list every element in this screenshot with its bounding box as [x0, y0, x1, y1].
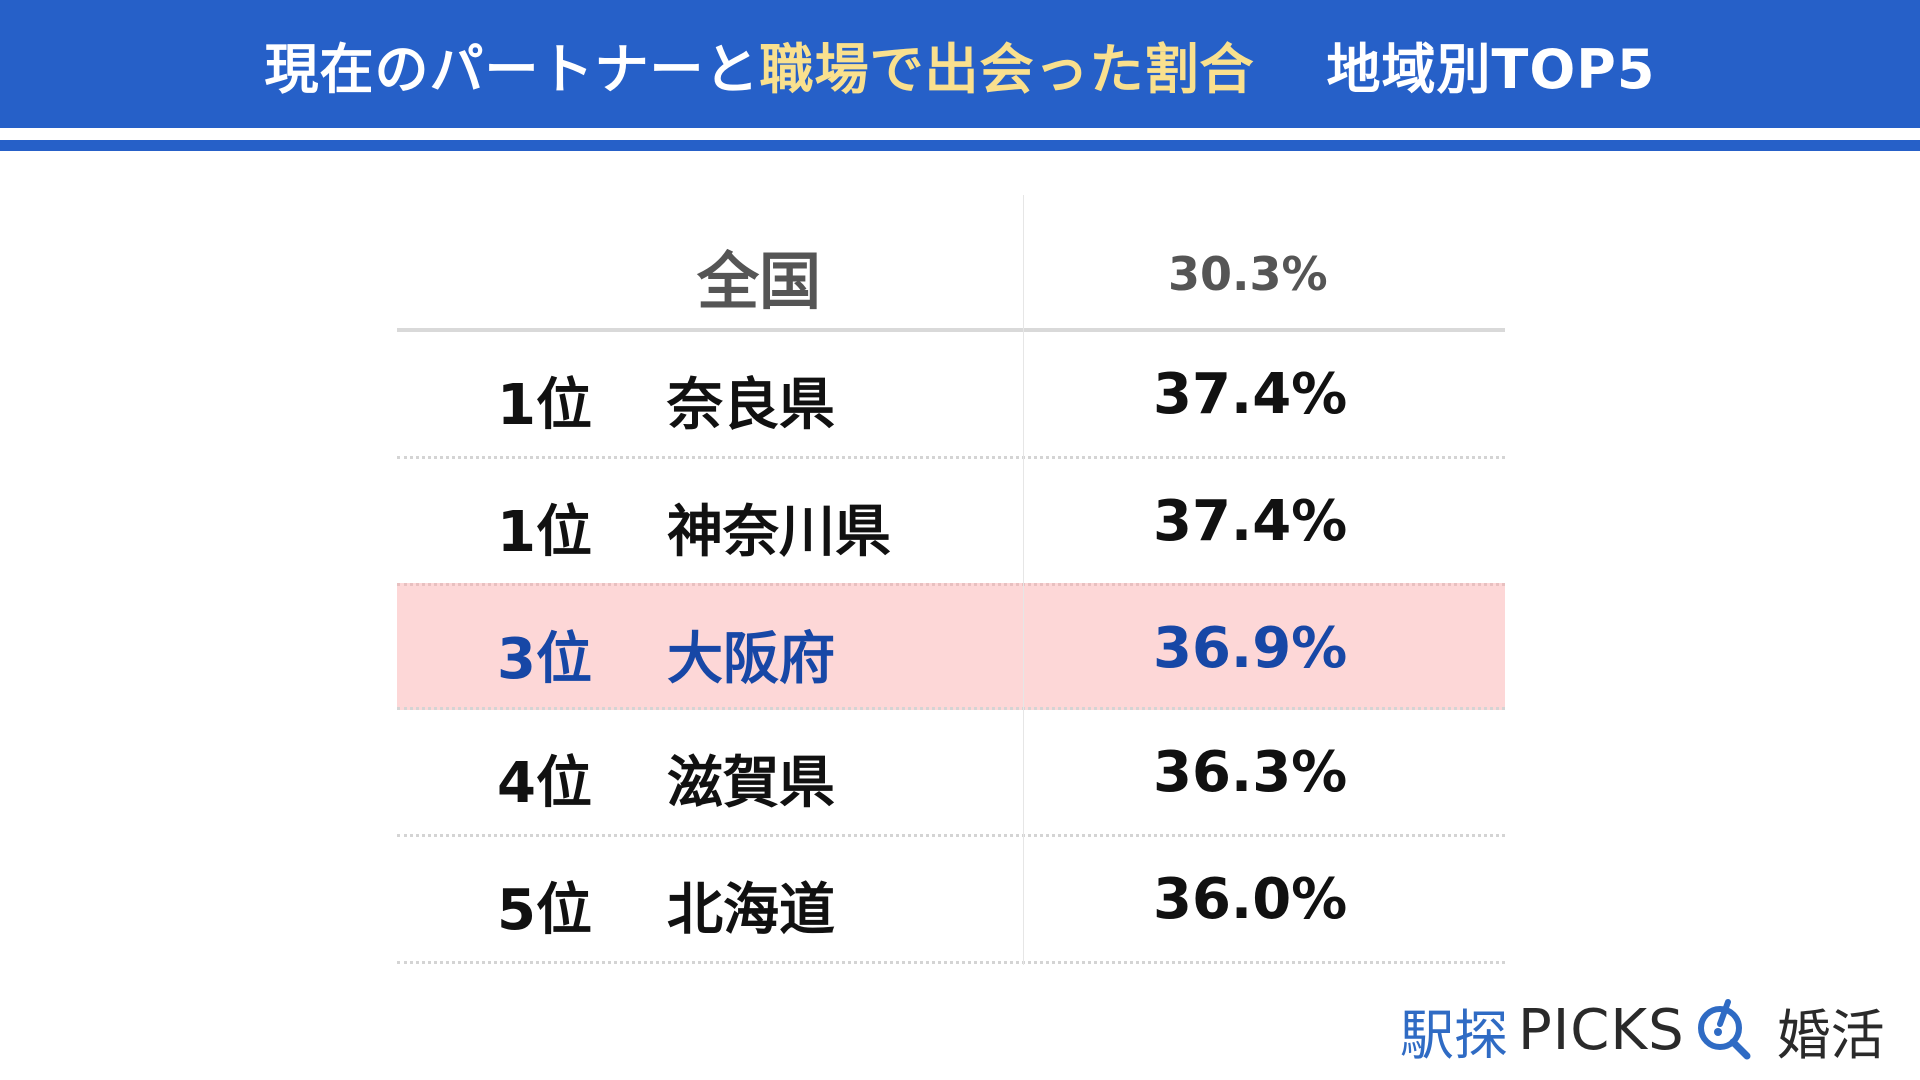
table-row: 1位 奈良県 37.4% [397, 332, 1505, 459]
title-part1: 現在のパートナーと [264, 37, 760, 101]
table-row: 1位 神奈川県 37.4% [397, 459, 1505, 586]
table-row: 4位 滋賀県 36.3% [397, 710, 1505, 837]
brand-jp: 駅探 [1400, 1003, 1508, 1067]
percentage-value: 37.4% [1153, 362, 1348, 427]
prefecture-label: 神奈川県 [667, 500, 891, 565]
title-highlight: 職場で出会った割合 [759, 37, 1255, 101]
brand-suffix: 婚活 [1776, 1003, 1885, 1067]
table-row-highlighted: 3位 大阪府 36.9% [397, 583, 1505, 710]
percentage-value: 36.0% [1153, 867, 1348, 932]
prefecture-label: 大阪府 [667, 627, 835, 692]
magnifier-icon [1695, 996, 1753, 1064]
percentage-value: 36.9% [1153, 616, 1348, 681]
rank-label: 4位 [497, 751, 592, 816]
brand-logo: 駅探 PICKS 婚活 [1400, 995, 1885, 1067]
table-row: 5位 北海道 36.0% [397, 837, 1505, 964]
prefecture-label: 北海道 [667, 878, 835, 943]
header-bar [0, 0, 1920, 128]
percentage-value: 36.3% [1153, 740, 1348, 805]
brand-en: PICKS [1518, 997, 1685, 1063]
title-part2: 地域別TOP5 [1326, 37, 1656, 101]
rank-label: 1位 [497, 500, 592, 565]
national-row: 全国 30.3% [397, 195, 1505, 332]
rank-label: 1位 [497, 373, 592, 438]
percentage-value: 37.4% [1153, 489, 1348, 554]
page-title: 現在のパートナーと 職場で出会った割合 地域別TOP5 [0, 0, 1920, 128]
column-divider [1023, 195, 1024, 965]
rank-label: 5位 [497, 878, 592, 943]
header-stripe [0, 140, 1920, 151]
rank-label: 3位 [497, 627, 592, 692]
prefecture-label: 奈良県 [667, 373, 835, 438]
prefecture-label: 滋賀県 [667, 751, 835, 816]
national-label: 全国 [697, 245, 822, 318]
national-value: 30.3% [1168, 247, 1328, 301]
